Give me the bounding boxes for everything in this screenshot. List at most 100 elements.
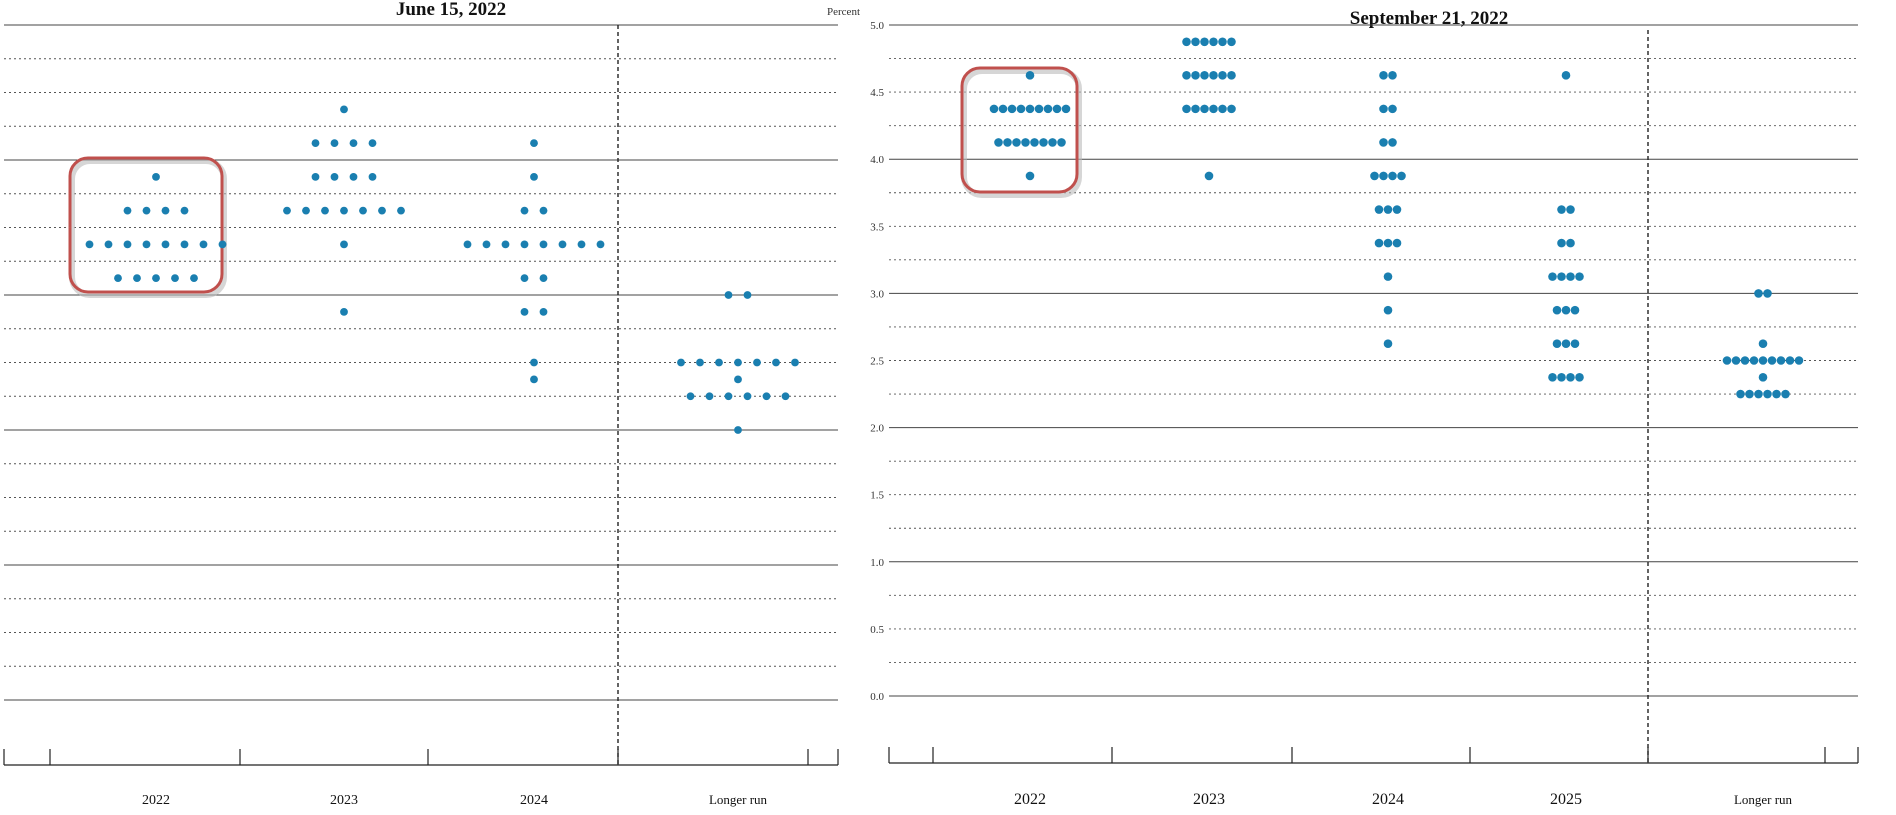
- dot-longer-run: [1758, 356, 1768, 365]
- dot-2024: [1388, 104, 1397, 114]
- dot-2022: [104, 240, 113, 249]
- dot-longer-run: [1754, 389, 1763, 399]
- dot-2022: [180, 206, 189, 215]
- dot-2024: [1388, 71, 1397, 80]
- dot-2025: [1561, 71, 1571, 80]
- dot-longer-run: [1785, 356, 1795, 365]
- june-chart-title: June 15, 2022: [396, 0, 506, 20]
- dot-2022: [199, 240, 208, 249]
- dot-2023: [311, 172, 320, 181]
- dot-2024: [1397, 171, 1406, 181]
- dot-2024: [520, 240, 529, 249]
- dot-2024: [1388, 171, 1397, 181]
- dot-2024: [1379, 171, 1388, 181]
- dot-longer-run: [781, 392, 790, 401]
- dot-longer-run: [724, 291, 733, 299]
- dot-longer-run: [753, 358, 761, 367]
- dot-2022: [1007, 104, 1017, 114]
- dot-longer-run: [1763, 389, 1772, 399]
- dot-2025: [1575, 272, 1584, 281]
- dot-2022: [1025, 171, 1035, 181]
- dot-2022: [1030, 138, 1039, 147]
- dot-2023: [378, 206, 386, 215]
- dot-2022: [1016, 104, 1026, 114]
- dot-2023: [340, 105, 348, 114]
- dot-2023: [1200, 104, 1209, 114]
- dot-2023: [349, 172, 358, 181]
- dot-2025: [1552, 305, 1562, 315]
- dot-2023: [1204, 171, 1214, 181]
- dot-2024: [539, 274, 548, 283]
- dot-2025: [1557, 272, 1566, 281]
- x-category-label: Longer run: [709, 792, 768, 807]
- dot-2024: [1379, 104, 1388, 114]
- dot-2022: [114, 274, 122, 283]
- dot-2024: [482, 240, 491, 249]
- y-tick-label: 3.5: [870, 221, 884, 233]
- dot-longer-run: [734, 375, 742, 384]
- dot-longer-run: [1772, 389, 1781, 399]
- dot-longer-run: [1754, 289, 1763, 298]
- dot-2022: [1021, 138, 1030, 147]
- dot-longer-run: [1749, 356, 1759, 365]
- dot-2022: [998, 104, 1008, 114]
- dot-2023: [330, 172, 339, 181]
- dot-longer-run: [1758, 372, 1768, 382]
- dot-2024: [539, 240, 548, 249]
- dot-2022: [1052, 104, 1062, 114]
- dot-2024: [1383, 339, 1393, 349]
- dot-longer-run: [1740, 356, 1750, 365]
- dot-longer-run: [1767, 356, 1777, 365]
- dot-2025: [1548, 272, 1557, 281]
- dot-2022: [142, 206, 151, 215]
- dot-2024: [1379, 138, 1388, 147]
- dot-2024: [577, 240, 586, 249]
- dot-2023: [321, 206, 329, 215]
- highlight-box-shadow: [961, 68, 1082, 198]
- dot-2025: [1570, 339, 1580, 349]
- dot-2023: [340, 206, 348, 215]
- highlight-box-2022: [68, 156, 224, 294]
- dot-longer-run: [734, 358, 742, 367]
- dot-2024: [1388, 138, 1397, 147]
- x-category-label: 2024: [520, 793, 548, 808]
- dot-2023: [359, 206, 367, 215]
- dot-2023: [1209, 71, 1218, 80]
- dot-longer-run: [724, 392, 733, 401]
- dot-2022: [1025, 104, 1035, 114]
- dot-2022: [1034, 104, 1044, 114]
- x-category-label: Longer run: [1734, 792, 1793, 807]
- dot-2024: [1383, 238, 1393, 248]
- dot-2023: [1218, 71, 1227, 80]
- unit-label: Percent: [827, 6, 860, 18]
- x-category-label: 2023: [1193, 791, 1225, 808]
- dot-2024: [1370, 171, 1379, 181]
- dot-2023: [283, 206, 291, 215]
- dot-2024: [1374, 238, 1384, 248]
- dot-2022: [1039, 138, 1048, 147]
- dot-2024: [1379, 71, 1388, 80]
- dot-longer-run: [743, 291, 752, 299]
- dot-longer-run: [705, 392, 714, 401]
- dot-2022: [171, 274, 179, 283]
- highlight-box-shadow: [69, 158, 227, 298]
- dot-2024: [1383, 205, 1393, 214]
- dot-2025: [1575, 372, 1584, 382]
- dot-longer-run: [734, 426, 742, 434]
- dot-2023: [1182, 71, 1191, 80]
- dot-longer-run: [1763, 289, 1772, 298]
- dot-2022: [1061, 104, 1071, 114]
- dot-2024: [539, 307, 548, 316]
- dot-2024: [530, 358, 538, 367]
- dot-2023: [1182, 37, 1191, 47]
- dot-2023: [330, 139, 339, 148]
- dot-2023: [1218, 104, 1227, 114]
- y-tick-label: 0.0: [870, 691, 884, 703]
- dot-longer-run: [762, 392, 771, 401]
- dot-2023: [1191, 104, 1200, 114]
- highlight-box-2022: [960, 66, 1079, 194]
- dot-2022: [1043, 104, 1053, 114]
- dot-2024: [1392, 205, 1402, 214]
